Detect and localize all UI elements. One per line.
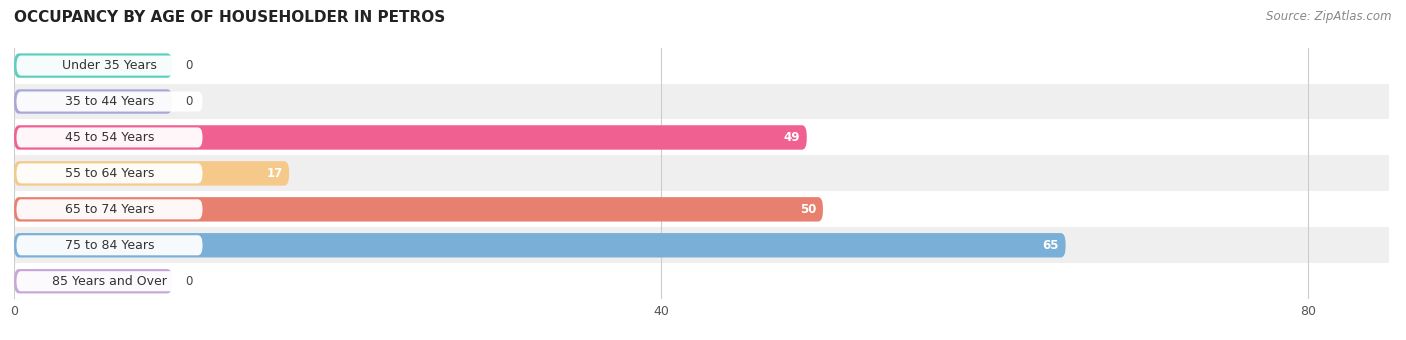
FancyBboxPatch shape xyxy=(14,197,823,222)
Text: 85 Years and Over: 85 Years and Over xyxy=(52,275,167,288)
Text: 35 to 44 Years: 35 to 44 Years xyxy=(65,95,155,108)
FancyBboxPatch shape xyxy=(14,161,290,186)
FancyBboxPatch shape xyxy=(17,128,202,148)
FancyBboxPatch shape xyxy=(17,91,202,112)
Bar xyxy=(14,155,1389,191)
Bar xyxy=(14,119,1389,155)
Bar xyxy=(14,227,1389,263)
FancyBboxPatch shape xyxy=(14,125,807,150)
Text: 65: 65 xyxy=(1043,239,1059,252)
FancyBboxPatch shape xyxy=(17,164,202,183)
Text: 0: 0 xyxy=(186,95,193,108)
FancyBboxPatch shape xyxy=(17,199,202,219)
Text: Under 35 Years: Under 35 Years xyxy=(62,59,157,72)
FancyBboxPatch shape xyxy=(14,53,172,78)
Text: 49: 49 xyxy=(783,131,800,144)
Text: 50: 50 xyxy=(800,203,817,216)
FancyBboxPatch shape xyxy=(14,89,172,114)
FancyBboxPatch shape xyxy=(17,271,202,291)
FancyBboxPatch shape xyxy=(14,269,172,293)
Text: Source: ZipAtlas.com: Source: ZipAtlas.com xyxy=(1267,10,1392,23)
Bar xyxy=(14,191,1389,227)
Text: OCCUPANCY BY AGE OF HOUSEHOLDER IN PETROS: OCCUPANCY BY AGE OF HOUSEHOLDER IN PETRO… xyxy=(14,10,446,25)
Text: 17: 17 xyxy=(266,167,283,180)
Text: 0: 0 xyxy=(186,275,193,288)
FancyBboxPatch shape xyxy=(17,235,202,255)
Bar xyxy=(14,263,1389,299)
FancyBboxPatch shape xyxy=(14,233,1066,257)
Bar xyxy=(14,84,1389,119)
Text: 65 to 74 Years: 65 to 74 Years xyxy=(65,203,155,216)
Text: 45 to 54 Years: 45 to 54 Years xyxy=(65,131,155,144)
Text: 0: 0 xyxy=(186,59,193,72)
Text: 75 to 84 Years: 75 to 84 Years xyxy=(65,239,155,252)
Text: 55 to 64 Years: 55 to 64 Years xyxy=(65,167,155,180)
FancyBboxPatch shape xyxy=(17,55,202,75)
Bar xyxy=(14,48,1389,84)
